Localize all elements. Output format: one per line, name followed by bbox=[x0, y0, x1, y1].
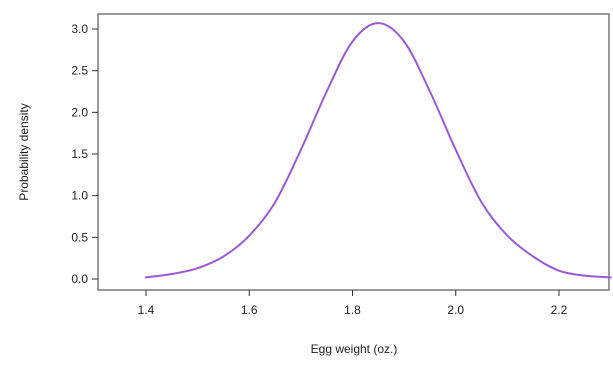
y-tick-label: 2.0 bbox=[71, 105, 88, 119]
y-axis: 0.0 0.5 1.0 1.5 2.0 2.5 3.0 bbox=[71, 22, 98, 286]
x-tick-label: 1.6 bbox=[241, 303, 258, 317]
y-tick-label: 1.0 bbox=[71, 189, 88, 203]
x-tick-label: 2.0 bbox=[447, 303, 464, 317]
y-axis-title: Probability density bbox=[17, 103, 31, 200]
density-curve-0 bbox=[145, 22, 612, 279]
x-tick-label: 2.2 bbox=[551, 303, 568, 317]
x-tick-label: 1.8 bbox=[344, 303, 361, 317]
x-axis: 1.4 1.6 1.8 2.0 2.2 bbox=[138, 290, 568, 317]
y-tick-label: 3.0 bbox=[71, 22, 88, 36]
y-tick-label: 0.5 bbox=[71, 230, 88, 244]
y-tick-label: 0.0 bbox=[71, 272, 88, 286]
plot-frame bbox=[97, 13, 610, 291]
x-tick-label: 1.4 bbox=[138, 303, 155, 317]
y-tick-label: 2.5 bbox=[71, 64, 88, 78]
series-layer bbox=[145, 22, 612, 279]
x-axis-title: Egg weight (oz.) bbox=[311, 342, 398, 356]
y-tick-label: 1.5 bbox=[71, 147, 88, 161]
